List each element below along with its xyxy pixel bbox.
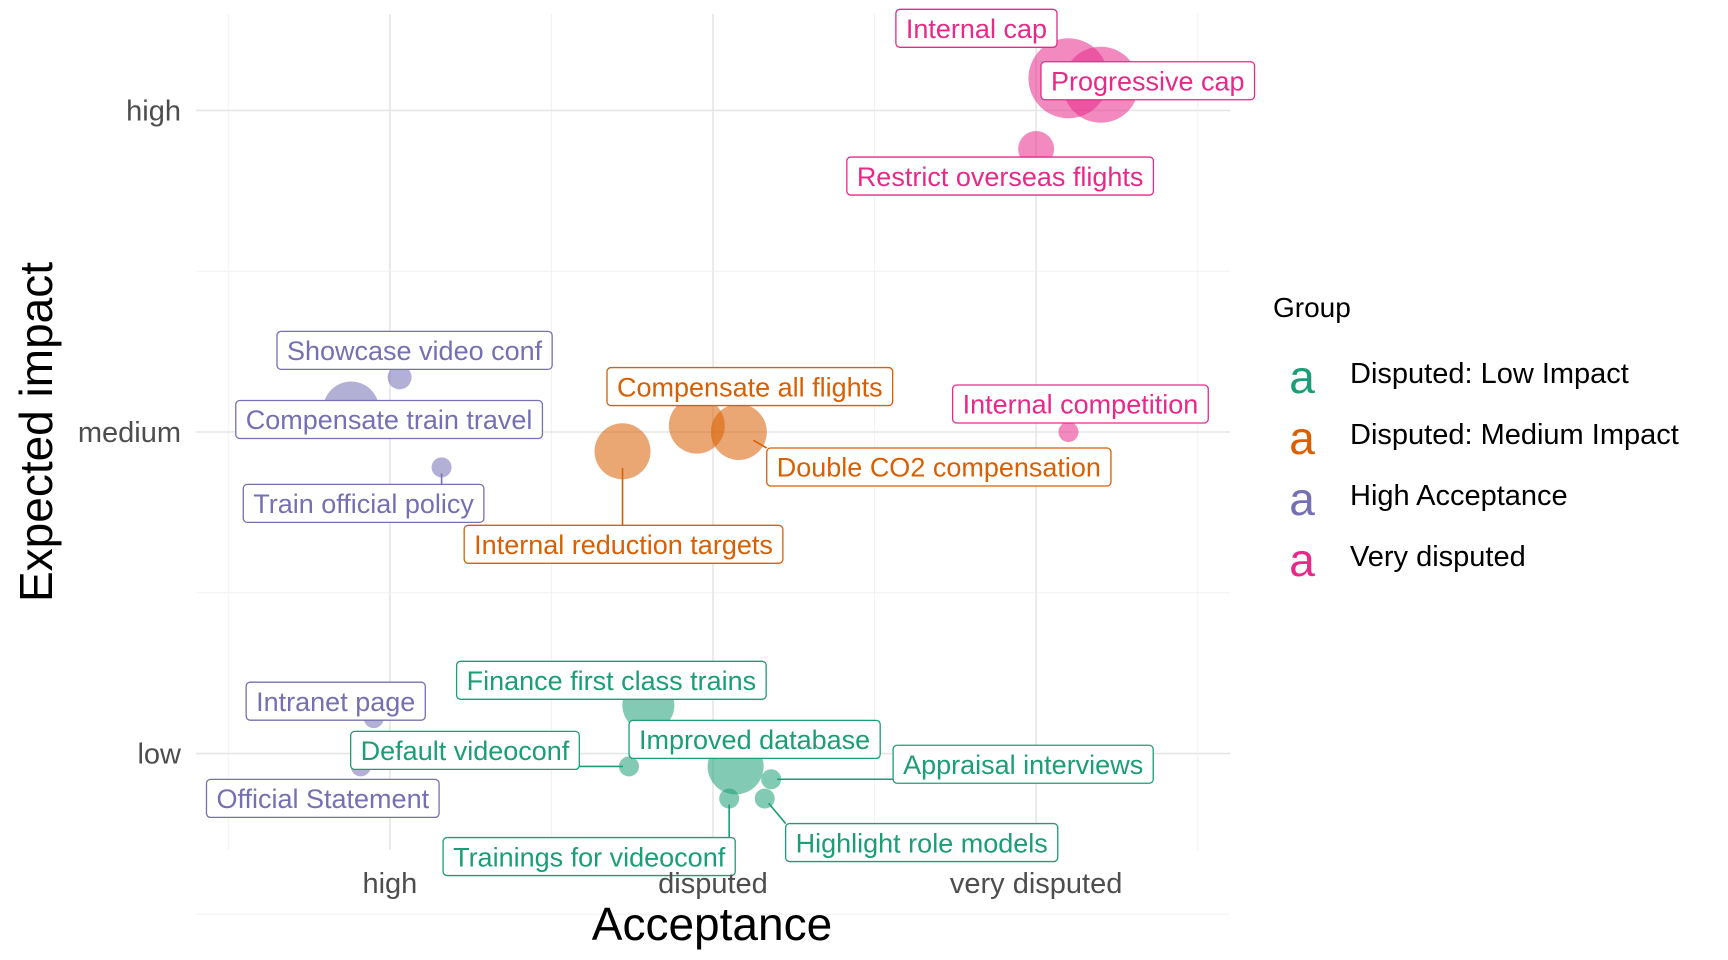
data-label-text: Train official policy [253,489,474,519]
data-label-box [205,778,440,819]
legend-key-glyph: a [1289,473,1315,525]
data-label: Internal reduction targets [463,524,784,564]
data-label-box [276,330,553,370]
data-label-box [245,681,426,721]
data-label-box [455,660,767,700]
legend-entry-label: High Acceptance [1350,480,1568,512]
data-label-box [784,822,1059,863]
data-point [594,423,651,480]
data-label-text: Improved database [639,725,870,755]
data-label-box [442,836,736,877]
data-point [1058,422,1079,442]
data-label-text: Internal competition [963,390,1199,420]
data-label-text: Appraisal interviews [903,750,1143,780]
data-label: Internal cap [895,8,1058,48]
data-label-text: Double CO2 compensation [777,453,1101,483]
legend-key-glyph: a [1289,534,1315,586]
legend-key-glyph: a [1289,412,1315,464]
data-label-box [895,8,1058,48]
x-tick-label: disputed [658,868,768,900]
x-axis-label: Acceptance [592,898,832,950]
data-label: Default videoconf [350,730,580,771]
data-label: Highlight role models [784,822,1059,863]
data-label: Compensate all flights [606,366,894,407]
data-label-text: Default videoconf [361,736,570,766]
data-label-box [1040,61,1256,101]
data-label-box [235,399,544,440]
data-label: Double CO2 compensation [766,447,1112,487]
data-label-text: Showcase video conf [287,336,543,366]
data-label-text: Internal reduction targets [474,530,773,560]
data-label: Internal competition [951,384,1209,424]
data-label-text: Trainings for videoconf [453,842,726,872]
data-label-text: Internal cap [906,14,1047,44]
data-point [719,788,740,809]
legend-title: Group [1273,292,1351,323]
legend-entry-label: Disputed: Low Impact [1350,358,1629,390]
data-label-box [628,719,881,760]
data-label-text: Official Statement [216,784,429,814]
data-point [761,769,782,790]
data-label: Showcase video conf [276,330,553,370]
label-leader-line [753,439,768,449]
y-tick-label: low [137,739,182,771]
legend-entry-label: Disputed: Medium Impact [1350,419,1679,451]
y-axis-ticks: low medium high [78,95,182,770]
legend-entry-label: Very disputed [1350,541,1526,573]
data-label-text: Compensate all flights [617,372,883,402]
data-label: Intranet page [245,681,426,721]
data-point [618,756,639,777]
y-tick-label: medium [78,417,181,449]
data-point [754,788,775,809]
data-point [431,457,452,478]
data-label-box [951,384,1209,424]
label-leader-line [767,802,787,825]
y-tick-label: high [126,95,181,127]
label-leader-lines [440,439,894,838]
data-label-box [242,483,485,524]
data-label-box [463,524,784,564]
data-label: Finance first class trains [455,660,767,700]
y-axis-label: Expected impact [10,262,62,602]
data-label: Official Statement [205,778,440,819]
data-label-text: Highlight role models [796,828,1048,858]
data-label: Trainings for videoconf [442,836,736,877]
data-label-box [606,366,894,407]
x-axis-ticks: high disputed very disputed [362,868,1122,900]
data-point [387,365,412,390]
data-label: Progressive cap [1040,61,1256,101]
data-label-text: Finance first class trains [467,666,757,696]
data-point [668,397,725,454]
data-label-text: Restrict overseas flights [857,162,1144,192]
legend: Group a Disputed: Low Impact a Disputed: Me… [1273,292,1679,586]
data-label-text: Intranet page [256,687,415,717]
data-label-box [350,730,580,771]
data-label: Train official policy [242,483,485,524]
x-tick-label: high [362,868,417,900]
legend-key-glyph: a [1289,351,1315,403]
data-label-text: Compensate train travel [246,405,533,435]
data-point [710,404,767,460]
data-label-box [766,447,1112,487]
x-tick-label: very disputed [950,868,1123,900]
data-label: Appraisal interviews [892,744,1154,784]
data-label: Compensate train travel [235,399,544,440]
data-label-box [846,156,1155,196]
data-label: Improved database [628,719,881,760]
data-label: Restrict overseas flights [846,156,1155,196]
data-label-text: Progressive cap [1051,66,1245,96]
data-label-box [892,744,1154,784]
